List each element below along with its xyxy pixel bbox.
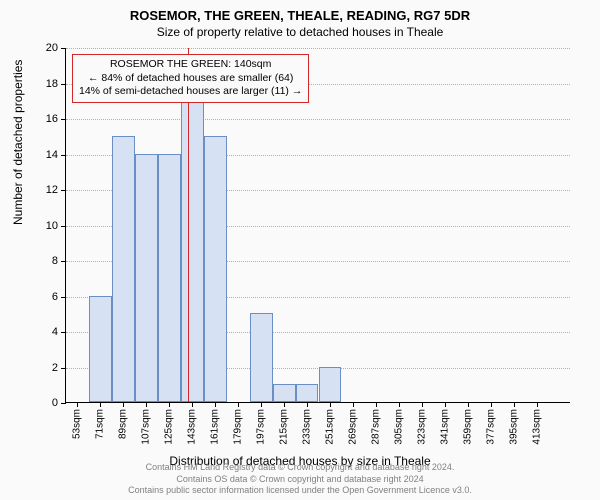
x-tick-label: 107sqm — [141, 409, 152, 445]
y-tick — [61, 297, 66, 298]
chart-title: ROSEMOR, THE GREEN, THEALE, READING, RG7… — [0, 0, 600, 23]
y-tick-label: 18 — [46, 78, 58, 90]
y-tick-label: 12 — [46, 184, 58, 196]
footer-attribution: Contains HM Land Registry data © Crown c… — [0, 462, 600, 496]
y-tick — [61, 48, 66, 49]
x-tick-label: 287sqm — [370, 409, 381, 445]
x-tick-label: 125sqm — [164, 409, 175, 445]
chart-subtitle: Size of property relative to detached ho… — [0, 23, 600, 39]
x-tick-label: 413sqm — [531, 409, 542, 445]
x-tick-label: 251sqm — [324, 409, 335, 445]
annotation-line3: 14% of semi-detached houses are larger (… — [79, 85, 302, 99]
histogram-bar — [273, 384, 296, 402]
x-tick — [376, 402, 377, 407]
histogram-bar — [296, 384, 319, 402]
y-tick — [61, 119, 66, 120]
x-tick — [330, 402, 331, 407]
y-tick — [61, 190, 66, 191]
x-tick — [491, 402, 492, 407]
y-axis-label: Number of detached properties — [11, 60, 25, 225]
y-tick — [61, 368, 66, 369]
y-tick-label: 8 — [52, 255, 58, 267]
footer-line3: Contains public sector information licen… — [0, 485, 600, 496]
x-tick — [353, 402, 354, 407]
x-tick-label: 377sqm — [485, 409, 496, 445]
x-tick-label: 161sqm — [210, 409, 221, 445]
annotation-line1: ROSEMOR THE GREEN: 140sqm — [79, 58, 302, 72]
x-tick-label: 215sqm — [279, 409, 290, 445]
y-tick — [61, 155, 66, 156]
gridline — [66, 48, 570, 49]
histogram-bar — [89, 296, 112, 403]
histogram-bar — [158, 154, 181, 403]
x-tick-label: 197sqm — [256, 409, 267, 445]
x-tick-label: 323sqm — [416, 409, 427, 445]
x-tick — [399, 402, 400, 407]
x-tick-label: 341sqm — [439, 409, 450, 445]
y-tick-label: 4 — [52, 326, 58, 338]
plot-area: 0246810121416182053sqm71sqm89sqm107sqm12… — [65, 48, 570, 403]
y-tick — [61, 332, 66, 333]
x-tick — [514, 402, 515, 407]
y-tick-label: 20 — [46, 42, 58, 54]
annotation-line2: ← 84% of detached houses are smaller (64… — [79, 72, 302, 86]
histogram-bar — [181, 100, 204, 402]
x-tick-label: 269sqm — [347, 409, 358, 445]
y-tick — [61, 226, 66, 227]
y-tick — [61, 403, 66, 404]
y-tick — [61, 261, 66, 262]
x-tick-label: 71sqm — [95, 409, 106, 439]
x-tick — [169, 402, 170, 407]
x-tick-label: 143sqm — [187, 409, 198, 445]
chart-container: ROSEMOR, THE GREEN, THEALE, READING, RG7… — [0, 0, 600, 500]
x-tick-label: 179sqm — [233, 409, 244, 445]
x-tick — [192, 402, 193, 407]
y-tick-label: 10 — [46, 220, 58, 232]
x-tick — [422, 402, 423, 407]
x-tick — [238, 402, 239, 407]
x-tick — [77, 402, 78, 407]
x-tick-label: 233sqm — [302, 409, 313, 445]
x-tick — [261, 402, 262, 407]
histogram-bar — [319, 367, 342, 403]
histogram-bar — [250, 313, 273, 402]
x-tick-label: 395sqm — [508, 409, 519, 445]
x-tick-label: 53sqm — [72, 409, 83, 439]
x-tick — [100, 402, 101, 407]
x-tick — [537, 402, 538, 407]
x-tick-label: 89sqm — [118, 409, 129, 439]
histogram-bar — [204, 136, 227, 402]
gridline — [66, 119, 570, 120]
histogram-bar — [135, 154, 158, 403]
y-tick-label: 2 — [52, 362, 58, 374]
annotation-box: ROSEMOR THE GREEN: 140sqm ← 84% of detac… — [72, 54, 309, 103]
x-tick — [123, 402, 124, 407]
y-tick-label: 6 — [52, 291, 58, 303]
x-tick — [445, 402, 446, 407]
x-tick — [468, 402, 469, 407]
footer-line1: Contains HM Land Registry data © Crown c… — [0, 462, 600, 473]
y-tick-label: 16 — [46, 113, 58, 125]
footer-line2: Contains OS data © Crown copyright and d… — [0, 474, 600, 485]
y-tick-label: 14 — [46, 149, 58, 161]
x-tick — [146, 402, 147, 407]
y-tick — [61, 84, 66, 85]
histogram-bar — [112, 136, 135, 402]
y-tick-label: 0 — [52, 397, 58, 409]
x-tick-label: 305sqm — [393, 409, 404, 445]
x-tick — [284, 402, 285, 407]
x-tick — [215, 402, 216, 407]
x-tick-label: 359sqm — [462, 409, 473, 445]
x-tick — [307, 402, 308, 407]
